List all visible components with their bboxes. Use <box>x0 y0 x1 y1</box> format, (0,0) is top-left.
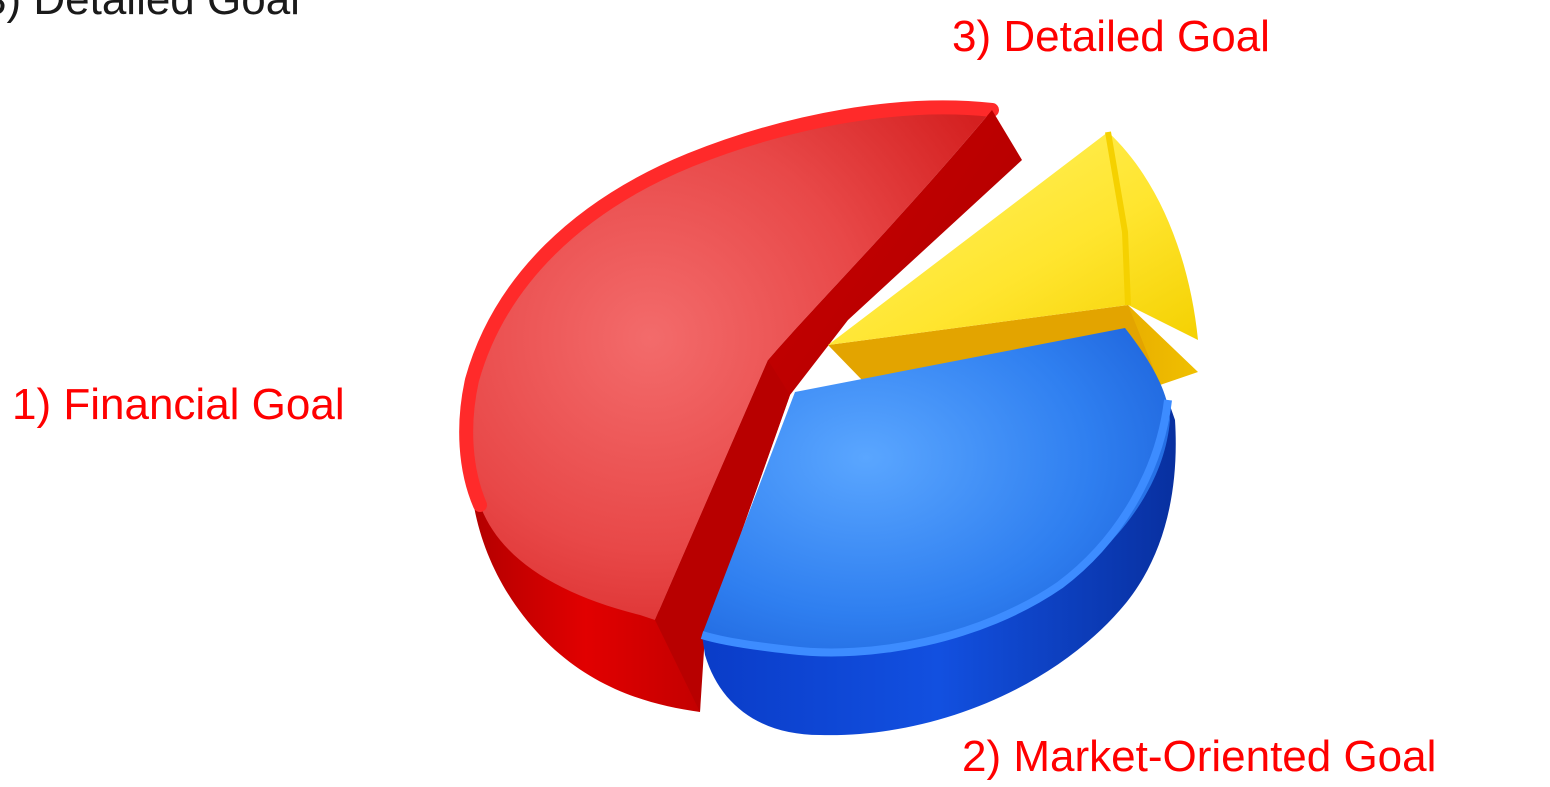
pie-slice-market-side <box>702 400 1176 736</box>
pie-slice-market-rim <box>700 399 1172 657</box>
pie-slice-detailed-top <box>828 132 1198 345</box>
pie-slice-financial-center-edge <box>655 360 790 712</box>
slice-label-detailed: 3) Detailed Goal <box>952 12 1270 61</box>
slice-label-market: 2) Market-Oriented Goal <box>962 732 1437 781</box>
pie-slice-market-top <box>702 328 1170 653</box>
slice-label-financial: 1) Financial Goal <box>12 380 345 429</box>
pie-slice-financial-rim <box>459 100 999 512</box>
pie-slice-financial <box>459 100 1022 712</box>
pie-slice-financial-top <box>466 107 992 620</box>
cut-off-title: 3) Detailed Goal <box>0 0 300 22</box>
pie-slice-market <box>700 328 1176 736</box>
pie-slice-detailed-back-edge <box>1105 131 1131 306</box>
